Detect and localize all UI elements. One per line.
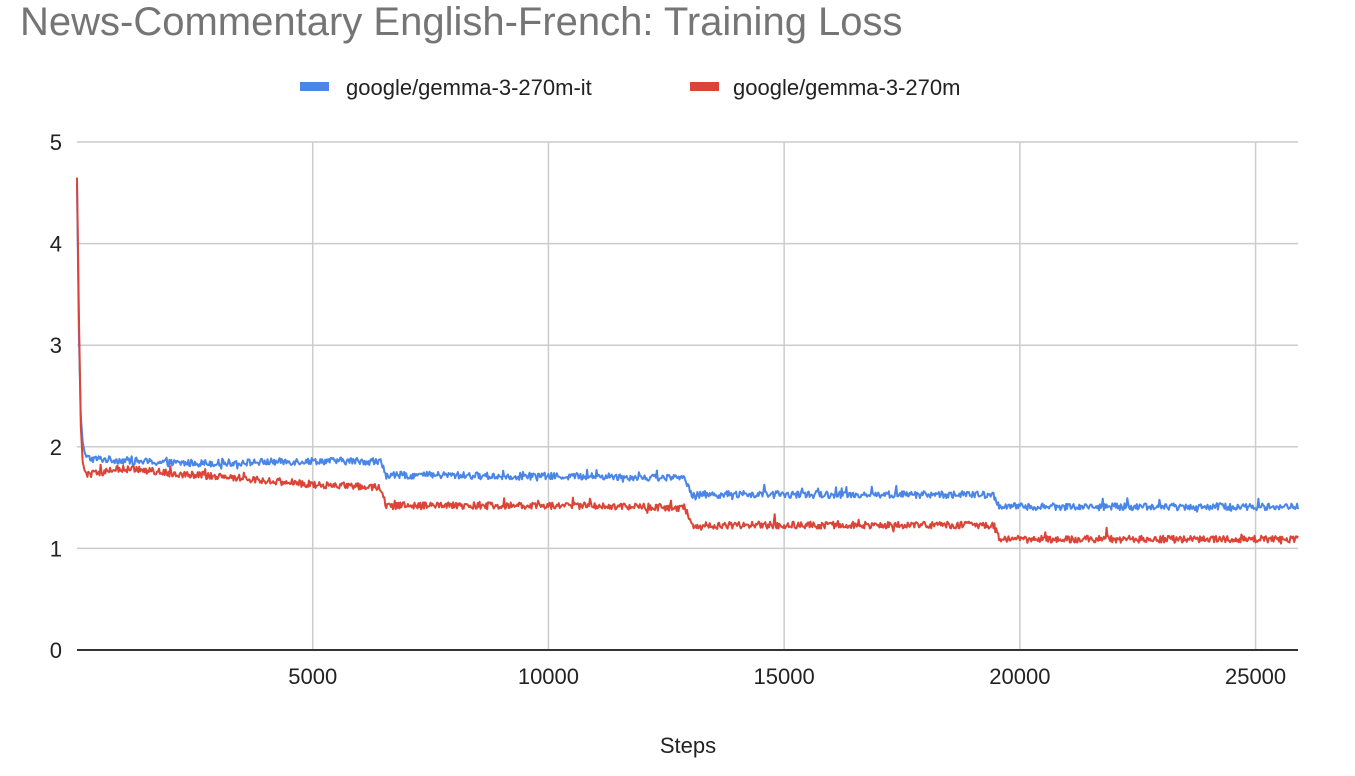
y-tick-label: 5 bbox=[50, 130, 62, 155]
y-tick-label: 1 bbox=[50, 536, 62, 561]
x-tick-label: 5000 bbox=[288, 664, 337, 689]
axes: 0 1 2 3 4 5 5000 10000 15000 20000 25000 bbox=[50, 130, 1298, 689]
legend-swatch bbox=[300, 82, 329, 91]
series-line-2 bbox=[76, 177, 1299, 545]
legend: google/gemma-3-270m-it google/gemma-3-270… bbox=[300, 75, 960, 100]
x-tick-label: 10000 bbox=[518, 664, 579, 689]
legend-swatch bbox=[690, 82, 719, 91]
y-tick-label: 0 bbox=[50, 638, 62, 663]
series-line-1 bbox=[76, 182, 1299, 513]
x-axis-label: Steps bbox=[660, 733, 716, 758]
series-lines bbox=[76, 177, 1299, 545]
legend-label: google/gemma-3-270m-it bbox=[346, 75, 592, 100]
y-tick-label: 3 bbox=[50, 333, 62, 358]
y-tick-label: 2 bbox=[50, 435, 62, 460]
gridlines bbox=[77, 141, 1298, 650]
chart-title: News-Commentary English-French: Training… bbox=[20, 0, 903, 44]
y-tick-label: 4 bbox=[50, 232, 62, 257]
x-tick-label: 20000 bbox=[989, 664, 1050, 689]
x-tick-label: 15000 bbox=[754, 664, 815, 689]
legend-label: google/gemma-3-270m bbox=[733, 75, 960, 100]
x-tick-label: 25000 bbox=[1225, 664, 1286, 689]
